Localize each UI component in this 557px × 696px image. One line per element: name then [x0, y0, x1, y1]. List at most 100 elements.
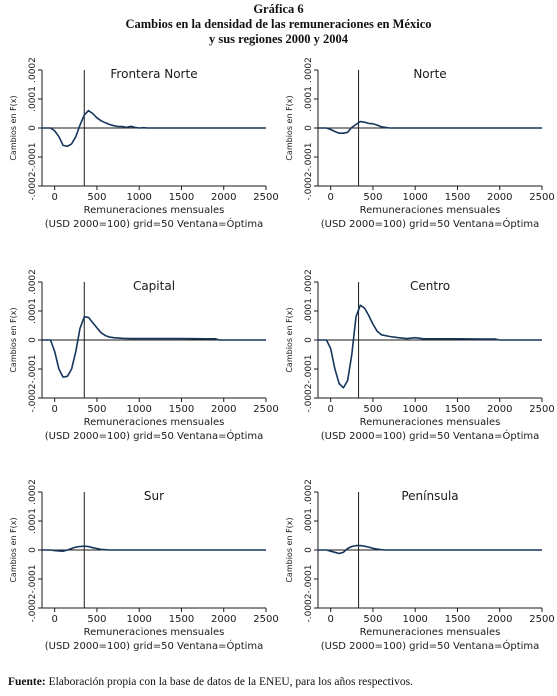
- x-axis-title: Remuneraciones mensuales: [360, 627, 501, 638]
- y-tick-label: .0002: [28, 269, 38, 295]
- x-axis-title: Remuneraciones mensuales: [84, 205, 225, 216]
- y-tick-label: 0: [28, 125, 38, 131]
- density-change-line: [42, 315, 266, 378]
- x-tick-label: 1000: [126, 614, 151, 625]
- x-tick-label: 2000: [211, 404, 236, 415]
- x-tick-label: 0: [51, 614, 57, 625]
- chart-title: Frontera Norte: [110, 67, 197, 81]
- y-tick-label: -.0002: [304, 171, 314, 200]
- x-axis-note: (USD 2000=100) grid=50 Ventana=Óptima: [321, 217, 540, 230]
- x-axis-note: (USD 2000=100) grid=50 Ventana=Óptima: [45, 429, 264, 442]
- x-tick-label: 0: [327, 614, 333, 625]
- y-tick-label: 0: [304, 547, 314, 553]
- density-change-line: [318, 544, 542, 555]
- x-tick-label: 0: [51, 192, 57, 203]
- figure-label: Gráfica 6: [253, 2, 304, 16]
- y-tick-label: -.0002: [28, 171, 38, 200]
- x-tick-label: 1000: [126, 192, 151, 203]
- chart-panel-2: Capital -.0002-.0001 0 .0001 .0002 Cambios en…: [9, 269, 279, 442]
- x-tick-label: 1500: [445, 404, 470, 415]
- source-text: Elaboración propia con la base de datos …: [45, 676, 413, 688]
- y-tick-label: .0002: [28, 57, 38, 83]
- chart-panel-1: Norte -.0002-.0001 0 .0001 .0002 Cambios en F…: [285, 57, 555, 230]
- x-tick-label: 2500: [253, 404, 278, 415]
- x-tick-label: 500: [363, 404, 382, 415]
- y-axis-title: Cambios en F(x): [9, 95, 18, 160]
- y-tick-label: 0: [28, 337, 38, 343]
- y-tick-label: .0001: [28, 298, 38, 324]
- x-axis-note: (USD 2000=100) grid=50 Ventana=Óptima: [45, 217, 264, 230]
- source-label: Fuente:: [8, 676, 46, 688]
- x-tick-label: 1000: [402, 192, 427, 203]
- y-axis-title: Cambios en F(x): [285, 95, 294, 160]
- y-tick-label: .0002: [28, 479, 38, 505]
- x-tick-label: 2500: [253, 192, 278, 203]
- chart-panel-0: Frontera Norte -.0002-.0001 0 .0001 .0002 Cam…: [9, 57, 279, 230]
- x-tick-label: 2500: [529, 404, 554, 415]
- x-tick-label: 2000: [211, 614, 236, 625]
- charts-grid: Frontera Norte-.0002-.00010.0001.0002Cam…: [9, 57, 555, 652]
- x-tick-label: 0: [327, 192, 333, 203]
- y-tick-label: .0001: [304, 298, 314, 324]
- y-axis-title: Cambios en F(x): [285, 307, 294, 372]
- x-tick-label: 2000: [487, 192, 512, 203]
- density-change-line: [42, 545, 266, 553]
- y-tick-label: 0: [304, 125, 314, 131]
- x-axis-note: (USD 2000=100) grid=50 Ventana=Óptima: [321, 639, 540, 652]
- y-tick-label: -.0002: [304, 383, 314, 412]
- x-tick-label: 1500: [445, 614, 470, 625]
- x-tick-label: 2000: [211, 192, 236, 203]
- x-tick-label: 2500: [529, 614, 554, 625]
- y-tick-label: -.0001: [304, 564, 314, 593]
- x-tick-label: 2500: [253, 614, 278, 625]
- x-tick-label: 1000: [126, 404, 151, 415]
- y-tick-label: .0001: [28, 86, 38, 112]
- density-change-line: [42, 109, 266, 148]
- x-tick-label: 1500: [169, 614, 194, 625]
- density-change-line: [318, 304, 542, 389]
- chart-title: Sur: [144, 489, 164, 503]
- x-tick-label: 500: [87, 614, 106, 625]
- x-tick-label: 1500: [445, 192, 470, 203]
- y-tick-label: -.0001: [28, 354, 38, 383]
- y-tick-label: -.0002: [28, 593, 38, 622]
- x-tick-label: 2000: [487, 614, 512, 625]
- x-tick-label: 1000: [402, 614, 427, 625]
- y-tick-label: 0: [304, 337, 314, 343]
- y-tick-label: -.0001: [28, 142, 38, 171]
- y-tick-label: 0: [28, 547, 38, 553]
- chart-panel-3: Centro -.0002-.0001 0 .0001 .0002 Cambios en …: [285, 269, 555, 442]
- y-axis-title: Cambios en F(x): [9, 517, 18, 582]
- x-tick-label: 500: [363, 192, 382, 203]
- density-change-line: [318, 120, 542, 134]
- chart-title: Centro: [410, 279, 450, 293]
- y-tick-label: .0002: [304, 57, 314, 83]
- chart-title: Península: [401, 489, 458, 503]
- figure-title-line-2: y sus regiones 2000 y 2004: [208, 32, 348, 46]
- chart-title: Norte: [413, 67, 446, 81]
- x-tick-label: 500: [87, 404, 106, 415]
- y-tick-label: -.0002: [28, 383, 38, 412]
- x-tick-label: 0: [51, 404, 57, 415]
- y-tick-label: .0002: [304, 479, 314, 505]
- y-tick-label: .0001: [304, 508, 314, 534]
- y-tick-label: -.0001: [304, 142, 314, 171]
- y-tick-label: -.0001: [28, 564, 38, 593]
- x-axis-title: Remuneraciones mensuales: [84, 627, 225, 638]
- x-axis-note: (USD 2000=100) grid=50 Ventana=Óptima: [45, 639, 264, 652]
- x-tick-label: 0: [327, 404, 333, 415]
- figure-header: Gráfica 6 Cambios en la densidad de las …: [0, 2, 557, 47]
- x-tick-label: 2000: [487, 404, 512, 415]
- y-tick-label: -.0002: [304, 593, 314, 622]
- chart-panel-4: Sur -.0002-.0001 0 .0001 .0002 Cambios en F(x…: [9, 479, 279, 652]
- x-tick-label: 1500: [169, 192, 194, 203]
- x-tick-label: 1000: [402, 404, 427, 415]
- y-tick-label: .0002: [304, 269, 314, 295]
- y-axis-title: Cambios en F(x): [285, 517, 294, 582]
- x-tick-label: 500: [363, 614, 382, 625]
- y-tick-label: -.0001: [304, 354, 314, 383]
- x-axis-title: Remuneraciones mensuales: [360, 205, 501, 216]
- chart-panel-5: Península -.0002-.0001 0 .0001 .0002 Cambios …: [285, 479, 555, 652]
- x-tick-label: 2500: [529, 192, 554, 203]
- x-axis-title: Remuneraciones mensuales: [84, 417, 225, 428]
